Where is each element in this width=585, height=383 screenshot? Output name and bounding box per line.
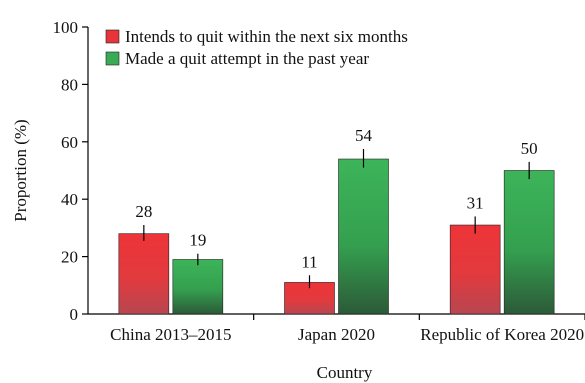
bar-0-2 bbox=[449, 224, 501, 315]
y-tick-label-100: 100 bbox=[53, 18, 79, 37]
bar-1-2 bbox=[503, 170, 555, 315]
data-label-0-1: 11 bbox=[301, 252, 317, 271]
data-label-1-1: 54 bbox=[355, 126, 373, 145]
legend-swatch-0 bbox=[105, 29, 120, 44]
y-tick-label-20: 20 bbox=[61, 248, 78, 267]
bars bbox=[118, 158, 555, 315]
x-tick-label-0: China 2013–2015 bbox=[110, 325, 231, 344]
bar-0-0 bbox=[118, 233, 170, 315]
y-tick-label-0: 0 bbox=[70, 305, 79, 324]
legend: Intends to quit within the next six mont… bbox=[105, 27, 408, 68]
y-tick-label-80: 80 bbox=[61, 75, 78, 94]
y-axis-title: Proportion (%) bbox=[11, 119, 30, 221]
x-tick-label-1: Japan 2020 bbox=[298, 325, 375, 344]
y-tick-label-60: 60 bbox=[61, 133, 78, 152]
legend-label-0: Intends to quit within the next six mont… bbox=[125, 27, 408, 46]
error-bars bbox=[143, 148, 530, 289]
x-axis-title: Country bbox=[317, 363, 373, 382]
bar-1-1 bbox=[338, 158, 389, 315]
x-tick-label-2: Republic of Korea 2020 bbox=[420, 325, 584, 344]
axes: 0 20 40 60 80 100 China 2013–2015 Japan 2020 Rep… bbox=[11, 18, 585, 382]
bar-1-0 bbox=[172, 259, 224, 315]
y-tick-label-40: 40 bbox=[61, 190, 78, 209]
data-labels: 28 19 11 54 31 50 bbox=[135, 126, 537, 271]
data-label-1-0: 19 bbox=[189, 231, 206, 250]
data-label-1-2: 50 bbox=[521, 139, 538, 158]
data-label-0-0: 28 bbox=[135, 202, 152, 221]
data-label-0-2: 31 bbox=[467, 193, 484, 212]
legend-label-1: Made a quit attempt in the past year bbox=[125, 49, 369, 68]
legend-swatch-1 bbox=[105, 51, 120, 66]
